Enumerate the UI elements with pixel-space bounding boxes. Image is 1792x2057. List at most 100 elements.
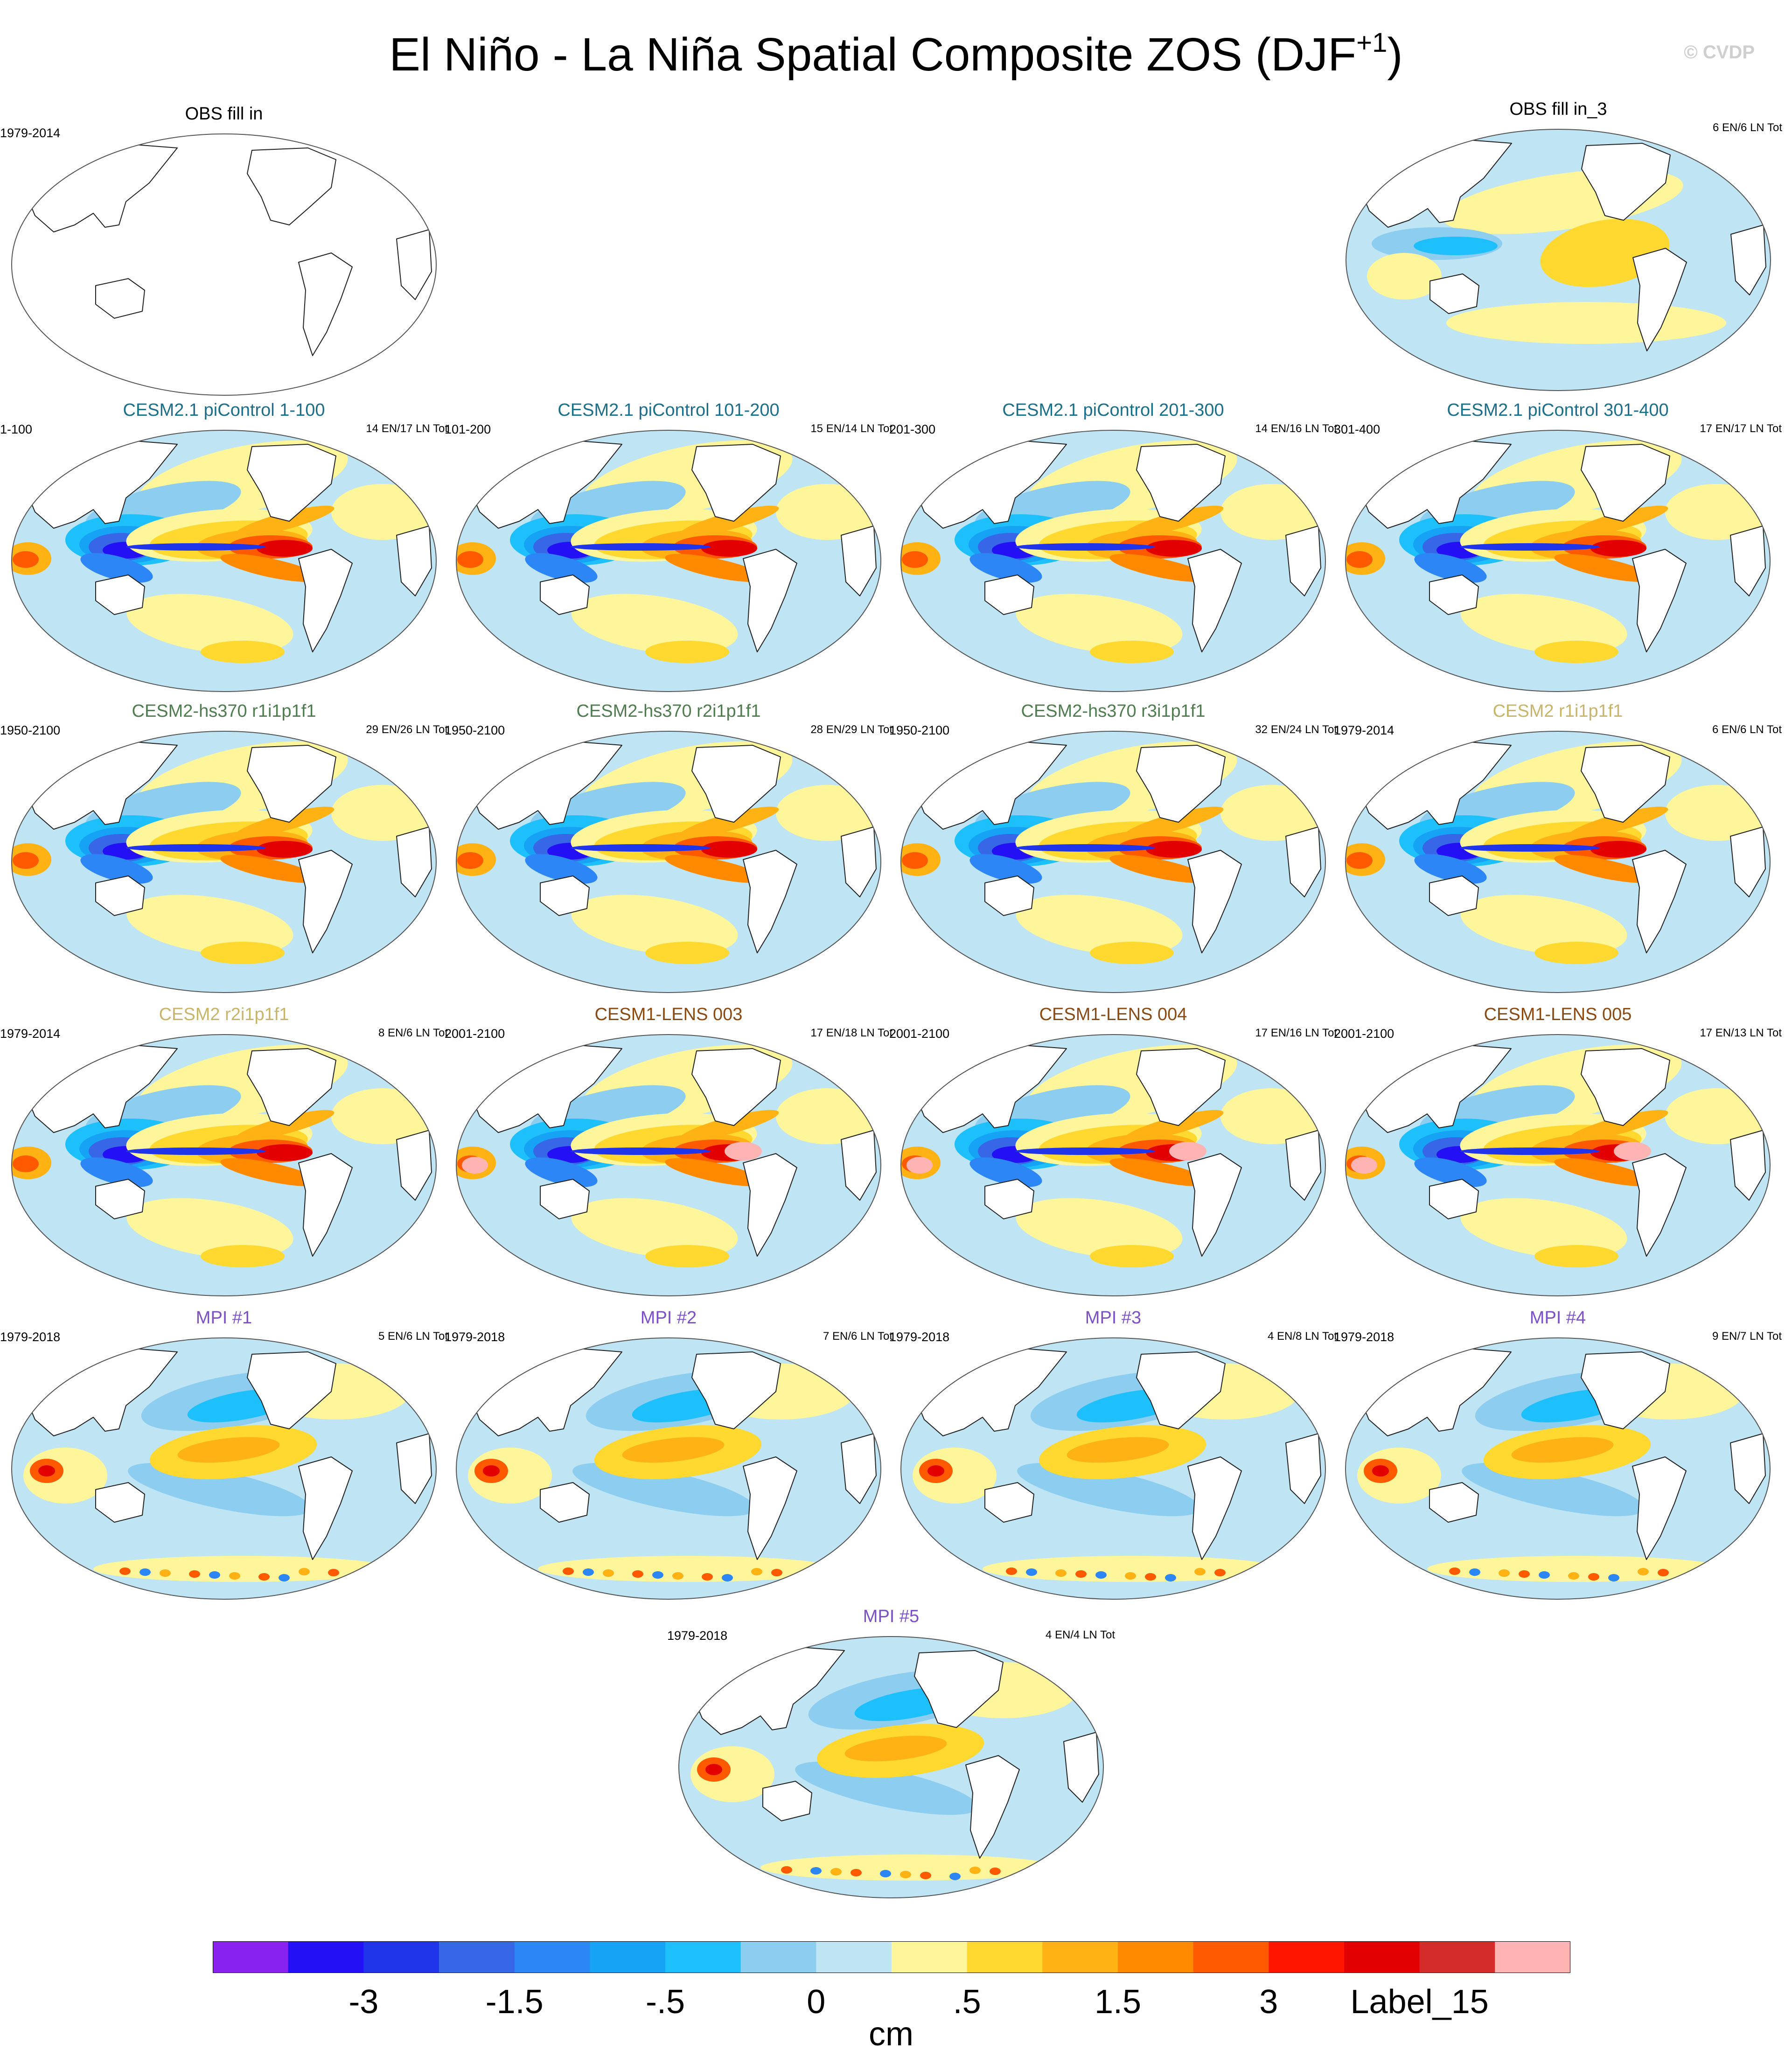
south-pacific-negative	[525, 854, 598, 884]
australia-landmass	[984, 574, 1034, 615]
indian-ocean-peak	[906, 1157, 933, 1174]
south-pacific-negative	[795, 1761, 978, 1815]
southern-ocean-positive	[1534, 641, 1618, 663]
north-america-landmass	[1581, 745, 1670, 823]
south-pacific-negative	[1414, 553, 1487, 583]
colorbar-swatch	[1344, 1941, 1420, 1973]
south-tongue	[1109, 553, 1210, 582]
panel-title: CESM2-hs370 r1i1p1f1	[132, 701, 316, 721]
panel-period-label: 101-200	[445, 422, 491, 436]
atlantic-patch	[331, 785, 434, 841]
map-panel: CESM2.1 piControl 101-200 101-200 15 EN/14…	[445, 399, 893, 698]
africa-landmass	[396, 229, 432, 300]
map-field	[901, 430, 1325, 692]
colorbar-swatch	[213, 1941, 289, 1973]
southern-ocean-eddy	[1638, 1568, 1649, 1575]
map-outline	[456, 430, 881, 692]
map-plot	[11, 133, 437, 396]
southern-ocean-eddy	[603, 1569, 614, 1577]
north-america-landmass	[691, 745, 781, 823]
southern-ocean-positive	[201, 641, 285, 663]
equatorial-core	[177, 1437, 280, 1463]
indian-ocean-peak	[38, 1465, 55, 1476]
map-outline	[1345, 1034, 1771, 1296]
north-tongue	[1569, 505, 1668, 537]
south-america-landmass	[298, 549, 353, 652]
panel-period-label: 1979-2018	[445, 1330, 505, 1344]
southern-ocean-eddy	[900, 1871, 911, 1878]
australia-landmass	[984, 1179, 1034, 1219]
south-pacific-negative	[969, 553, 1042, 583]
australia-landmass	[1429, 1482, 1479, 1523]
panel-event-count: 14 EN/17 LN Tot	[366, 422, 448, 435]
southern-ocean-eddy	[583, 1568, 594, 1576]
southern-ocean-eddy	[229, 1572, 240, 1580]
africa-landmass	[396, 525, 432, 596]
map-outline	[1345, 1337, 1771, 1600]
panel-event-count: 15 EN/14 LN Tot	[810, 422, 893, 435]
panel-title: CESM2.1 piControl 301-400	[1447, 400, 1669, 420]
south-pacific-positive	[571, 594, 738, 654]
equatorial-core	[622, 1437, 725, 1463]
south-america-landmass	[1187, 549, 1242, 652]
south-america-landmass	[1187, 1456, 1242, 1560]
map-field	[456, 1035, 881, 1296]
colorbar-swatch	[288, 1941, 364, 1973]
north-tongue	[1124, 1110, 1224, 1141]
africa-landmass	[1730, 1130, 1766, 1201]
australia-landmass	[540, 875, 590, 916]
south-pacific-negative	[80, 854, 153, 884]
indian-ocean-peak	[1372, 1465, 1389, 1476]
map-outline	[11, 1337, 437, 1600]
australia-landmass	[1429, 273, 1479, 314]
panel-event-count: 4 EN/8 LN Tot	[1268, 1330, 1337, 1343]
panel-title: CESM1-LENS 003	[594, 1005, 743, 1024]
atlantic-patch	[1220, 1088, 1323, 1144]
africa-landmass	[1730, 826, 1766, 897]
colorbar-swatch	[1269, 1941, 1345, 1973]
equatorial-negative-sliver	[1460, 844, 1600, 852]
map-field	[901, 731, 1325, 993]
colorbar-swatch	[590, 1941, 666, 1973]
indian-ocean-core	[1346, 852, 1373, 869]
australia-landmass	[984, 1482, 1034, 1523]
panel-event-count: 29 EN/26 LN Tot	[366, 723, 448, 736]
panel-title: CESM2-hs370 r3i1p1f1	[1021, 701, 1206, 721]
atlantic-patch	[1665, 484, 1768, 540]
australia-landmass	[95, 1179, 145, 1219]
equatorial-negative-sliver	[1015, 844, 1155, 852]
title-text: El Niño - La Niña Spatial Composite ZOS …	[389, 28, 1357, 81]
east-pacific-core	[1146, 540, 1202, 557]
africa-landmass	[396, 1130, 432, 1201]
panel-title: CESM1-LENS 005	[1484, 1005, 1632, 1024]
map-field	[679, 1637, 1103, 1898]
south-tongue	[220, 854, 321, 883]
colorbar-tick-label: .5	[953, 1983, 981, 2021]
panel-title: CESM2.1 piControl 101-200	[558, 400, 780, 420]
south-pacific-positive	[126, 594, 293, 654]
south-tongue	[665, 1158, 766, 1187]
panel-event-count: 5 EN/6 LN Tot	[378, 1330, 448, 1343]
atlantic-patch	[776, 484, 879, 540]
africa-landmass	[841, 1433, 877, 1504]
southern-ocean-eddy	[160, 1569, 171, 1577]
map-panel: CESM1-LENS 004 2001-2100 17 EN/16 LN Tot	[889, 1003, 1337, 1302]
panel-title: MPI #4	[1529, 1308, 1586, 1328]
southern-ocean-eddy	[1125, 1572, 1136, 1580]
east-pacific-peak	[1614, 1142, 1651, 1161]
south-america-landmass	[298, 252, 353, 356]
africa-landmass	[1730, 525, 1766, 596]
colorbar-swatch	[514, 1941, 590, 1973]
north-america-landmass	[1136, 745, 1226, 823]
south-pacific-negative	[1462, 1462, 1645, 1517]
south-pacific-negative	[525, 553, 598, 583]
north-america-landmass	[1136, 1048, 1226, 1126]
north-america-landmass	[247, 745, 336, 823]
north-tongue	[679, 505, 779, 537]
panel-period-label: 1979-2014	[0, 1027, 61, 1041]
south-pacific-positive	[126, 1198, 293, 1259]
east-pacific-core	[1146, 841, 1202, 858]
africa-landmass	[396, 1433, 432, 1504]
australia-landmass	[95, 875, 145, 916]
panel-period-label: 1-100	[0, 422, 33, 436]
